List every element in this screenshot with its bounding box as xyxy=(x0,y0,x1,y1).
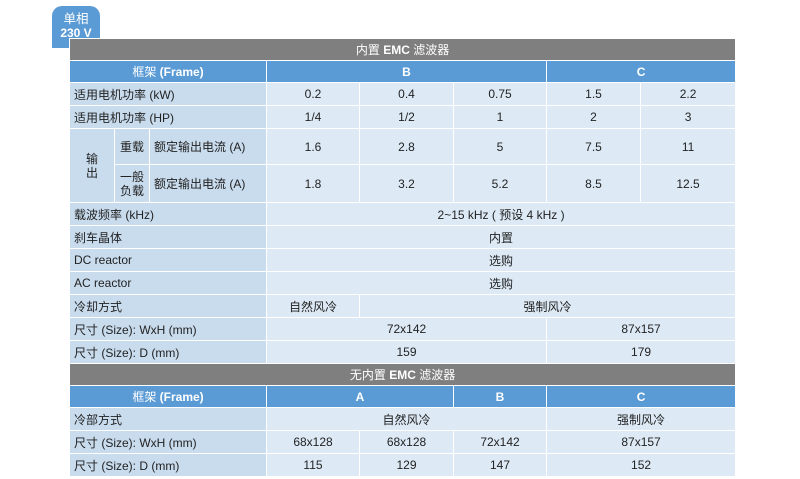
section1-title: 内置 EMC 滤波器 xyxy=(68,38,737,61)
section2-title-row: 无内置 EMC 滤波器 xyxy=(68,363,737,386)
frame-label: 框架 (Frame) xyxy=(69,385,267,408)
row-label: DC reactor xyxy=(69,248,267,272)
cell: 2~15 kHz ( 预设 4 kHz ) xyxy=(265,202,737,226)
size-d-row: 尺寸 (Size): D (mm) 159 179 xyxy=(69,340,737,364)
cell: 选购 xyxy=(265,271,737,295)
cell: 68x128 xyxy=(266,430,360,454)
normal-duty-row: 一般 负载 额定输出电流 (A) 1.8 3.2 5.2 8.5 12.5 xyxy=(70,164,737,203)
cell: 2 xyxy=(546,105,641,129)
frame-b-header: B xyxy=(266,60,547,83)
row-label: 刹车晶体 xyxy=(69,225,267,249)
section1-title-row: 内置 EMC 滤波器 xyxy=(68,38,737,61)
row-label: 适用电机功率 (kW) xyxy=(69,82,267,106)
cell: 159 xyxy=(266,340,547,364)
cell: 3 xyxy=(639,105,737,129)
row-label: 冷部方式 xyxy=(69,407,267,431)
row-label: 额定输出电流 (A) xyxy=(149,128,267,165)
row-label: 额定输出电流 (A) xyxy=(149,164,267,203)
frame-c-header: C xyxy=(545,60,737,83)
cell: 2.2 xyxy=(639,82,737,106)
cell: 5 xyxy=(453,128,547,165)
section1-frame-row: 框架 (Frame) B C xyxy=(69,60,737,83)
size-d-row-2: 尺寸 (Size): D (mm) 115 129 147 152 xyxy=(69,453,737,477)
cell: 1/2 xyxy=(359,105,454,129)
cell: 72x142 xyxy=(266,317,547,341)
section2-title: 无内置 EMC 滤波器 xyxy=(68,363,737,386)
frame-label: 框架 (Frame) xyxy=(69,60,267,83)
cooling-row-2: 冷部方式 自然风冷 强制风冷 xyxy=(69,407,737,431)
badge-phase: 单相 xyxy=(63,12,89,26)
cell: 选购 xyxy=(265,248,737,272)
badge-voltage: 230 V xyxy=(60,26,92,40)
cell: 自然风冷 xyxy=(266,294,360,318)
carrier-row: 载波频率 (kHz) 2~15 kHz ( 预设 4 kHz ) xyxy=(69,202,737,226)
dc-reactor-row: DC reactor 选购 xyxy=(69,248,737,272)
cell: 11 xyxy=(639,128,737,165)
heavy-duty-row: 输出 重载 额定输出电流 (A) 1.6 2.8 5 7.5 11 xyxy=(69,128,737,203)
cell: 内置 xyxy=(265,225,737,249)
cell: 87x157 xyxy=(545,430,737,454)
cell: 152 xyxy=(545,453,737,477)
output-label: 输出 xyxy=(69,128,115,203)
ac-reactor-row: AC reactor 选购 xyxy=(69,271,737,295)
row-label: AC reactor xyxy=(69,271,267,295)
row-label: 冷却方式 xyxy=(69,294,267,318)
cell: 68x128 xyxy=(359,430,454,454)
frame-b-header: B xyxy=(453,385,547,408)
cell: 87x157 xyxy=(545,317,737,341)
row-label: 尺寸 (Size): WxH (mm) xyxy=(69,317,267,341)
cell: 147 xyxy=(453,453,547,477)
cooling-row: 冷却方式 自然风冷 强制风冷 xyxy=(69,294,737,318)
cell: 72x142 xyxy=(453,430,547,454)
row-label: 载波频率 (kHz) xyxy=(69,202,267,226)
row-label: 适用电机功率 (HP) xyxy=(69,105,267,129)
cell: 12.5 xyxy=(639,164,737,203)
cell: 8.5 xyxy=(546,164,641,203)
heavy-duty-label: 重载 xyxy=(114,128,150,165)
section2-frame-row: 框架 (Frame) A B C xyxy=(69,385,737,408)
size-wxh-row-2: 尺寸 (Size): WxH (mm) 68x128 68x128 72x142… xyxy=(69,430,737,454)
cell: 强制风冷 xyxy=(358,294,737,318)
cell: 自然风冷 xyxy=(266,407,547,431)
row-label: 尺寸 (Size): D (mm) xyxy=(69,340,267,364)
cell: 2.8 xyxy=(359,128,454,165)
power-hp-row: 适用电机功率 (HP) 1/4 1/2 1 2 3 xyxy=(69,105,737,129)
row-label: 尺寸 (Size): WxH (mm) xyxy=(69,430,267,454)
cell: 129 xyxy=(359,453,454,477)
cell: 0.75 xyxy=(453,82,547,106)
frame-a-header: A xyxy=(266,385,454,408)
cell: 3.2 xyxy=(359,164,454,203)
cell: 1/4 xyxy=(266,105,360,129)
brake-row: 刹车晶体 内置 xyxy=(69,225,737,249)
cell: 0.4 xyxy=(359,82,454,106)
cell: 7.5 xyxy=(546,128,641,165)
cell: 1.6 xyxy=(266,128,360,165)
power-kw-row: 适用电机功率 (kW) 0.2 0.4 0.75 1.5 2.2 xyxy=(69,82,737,106)
cell: 1.8 xyxy=(266,164,360,203)
cell: 1.5 xyxy=(546,82,641,106)
size-wxh-row: 尺寸 (Size): WxH (mm) 72x142 87x157 xyxy=(69,317,737,341)
frame-c-header: C xyxy=(545,385,737,408)
row-label: 尺寸 (Size): D (mm) xyxy=(69,453,267,477)
cell: 强制风冷 xyxy=(545,407,737,431)
cell: 115 xyxy=(266,453,360,477)
spec-table: 内置 EMC 滤波器 框架 (Frame) B C 适用电机功率 (kW) 0.… xyxy=(68,38,737,477)
cell: 5.2 xyxy=(453,164,547,203)
cell: 0.2 xyxy=(266,82,360,106)
normal-duty-label: 一般 负载 xyxy=(114,164,150,203)
cell: 1 xyxy=(453,105,547,129)
cell: 179 xyxy=(545,340,737,364)
